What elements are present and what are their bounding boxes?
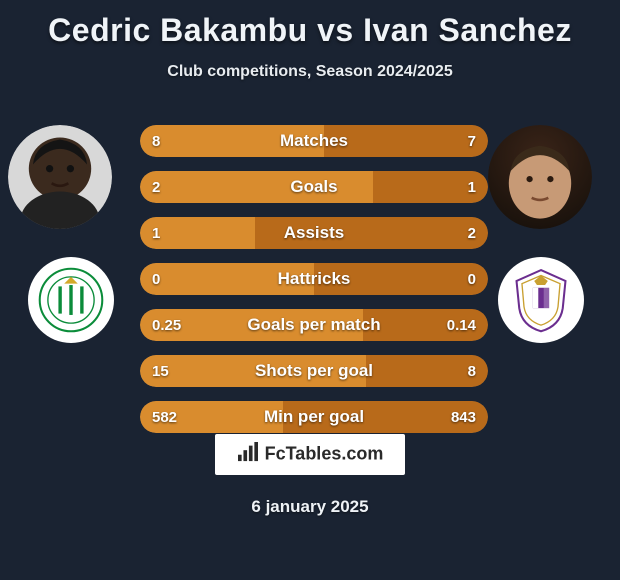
stat-row: 582843Min per goal	[140, 401, 488, 433]
stat-bars: 87Matches 21Goals 12Assists 00Hattricks 0.25…	[140, 125, 488, 447]
stat-label: Matches	[140, 131, 488, 151]
stat-row: 0.250.14Goals per match	[140, 309, 488, 341]
player-left-club-badge	[28, 257, 114, 343]
player-right-face-icon	[488, 125, 592, 229]
comparison-title: Cedric Bakambu vs Ivan Sanchez	[0, 0, 620, 49]
player-right-club-badge	[498, 257, 584, 343]
footer: FcTables.com 6 january 2025	[0, 434, 620, 517]
fctables-logo-icon	[237, 442, 259, 467]
stat-label: Min per goal	[140, 407, 488, 427]
stat-label: Assists	[140, 223, 488, 243]
comparison-subtitle: Club competitions, Season 2024/2025	[0, 63, 620, 81]
valladolid-crest-icon	[507, 266, 575, 334]
stat-row: 12Assists	[140, 217, 488, 249]
player-right-photo	[488, 125, 592, 229]
stat-label: Goals per match	[140, 315, 488, 335]
player-left-face-icon	[8, 125, 112, 229]
betis-crest-icon	[37, 266, 105, 334]
stat-row: 158Shots per goal	[140, 355, 488, 387]
stat-row: 87Matches	[140, 125, 488, 157]
stat-label: Shots per goal	[140, 361, 488, 381]
brand-text: FcTables.com	[265, 443, 384, 463]
player-left-photo	[8, 125, 112, 229]
stat-label: Hattricks	[140, 269, 488, 289]
stat-label: Goals	[140, 177, 488, 197]
comparison-panel: 87Matches 21Goals 12Assists 00Hattricks 0.25…	[0, 119, 620, 439]
generated-date: 6 january 2025	[0, 497, 620, 517]
brand-box: FcTables.com	[215, 434, 406, 475]
stat-row: 21Goals	[140, 171, 488, 203]
stat-row: 00Hattricks	[140, 263, 488, 295]
